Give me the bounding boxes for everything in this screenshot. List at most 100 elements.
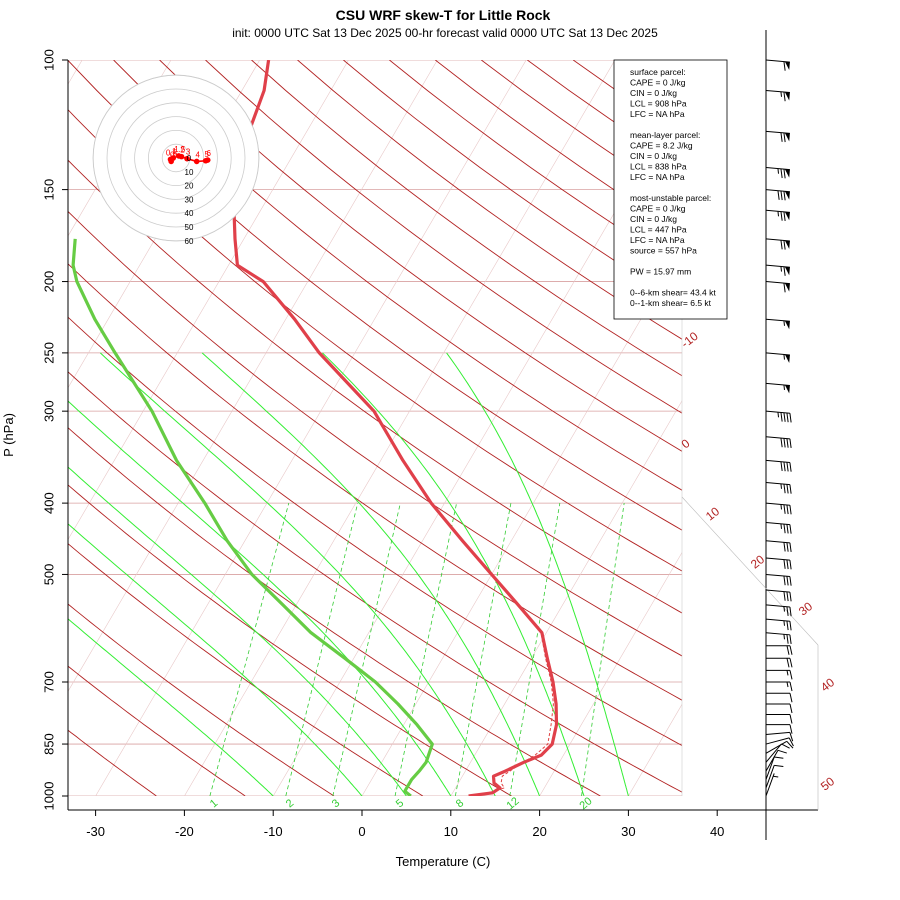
- y-tick-label: 100: [41, 49, 56, 71]
- wind-barb-pennant: [784, 283, 790, 292]
- mixing-ratio-line: [285, 503, 359, 796]
- dry-adiabat: [68, 371, 682, 793]
- wind-barb-flag: [786, 740, 794, 749]
- wind-barb: [765, 352, 790, 363]
- hodograph-ring-label: 60: [185, 237, 194, 246]
- dry-adiabat: [68, 543, 424, 796]
- wind-barb-flag: [788, 737, 794, 747]
- wind-barb-flag: [783, 240, 786, 250]
- hodograph-ring-label: 40: [185, 209, 194, 218]
- wind-barb-flag: [783, 559, 786, 569]
- hodograph-point-label: 3: [186, 148, 191, 157]
- wind-barb-flag: [783, 211, 786, 222]
- wind-barb-flag: [781, 743, 790, 749]
- wind-barb-pennant: [784, 61, 790, 71]
- wind-barb-staff: [765, 750, 779, 772]
- wind-barb-half-flag: [780, 91, 783, 97]
- mixing-ratio-label: 3: [330, 797, 342, 810]
- wind-barb-flag: [783, 504, 786, 514]
- x-tick-label: 20: [532, 824, 546, 839]
- y-tick-label: 1000: [41, 782, 56, 811]
- chart-title: CSU WRF skew-T for Little Rock: [336, 7, 551, 23]
- wind-barb-flag: [789, 438, 792, 449]
- wind-barb: [766, 724, 793, 734]
- wind-barb-half-flag: [783, 606, 785, 612]
- info-line: mean-layer parcel:: [630, 130, 700, 140]
- wind-barb-half-flag: [777, 211, 780, 217]
- wind-barb: [765, 318, 790, 330]
- wind-barb: [765, 436, 792, 449]
- wind-barb-flag: [789, 505, 792, 515]
- hodograph-point-label: 2: [180, 146, 185, 155]
- wind-barb-flag: [786, 462, 789, 472]
- wind-barb-flag: [789, 592, 792, 602]
- info-line: source = 557 hPa: [630, 246, 697, 256]
- mixing-ratio-line: [509, 503, 561, 796]
- wind-barb: [765, 756, 784, 780]
- hodograph-ring: [120, 102, 232, 214]
- wind-barb-half-flag: [777, 168, 780, 174]
- wind-barb-pennant: [784, 191, 790, 200]
- dry-adiabat: [68, 427, 601, 796]
- dry-adiabat: [159, 60, 682, 452]
- hodograph-center-label: 0: [187, 154, 192, 163]
- info-line: LFC = NA hPa: [630, 109, 685, 119]
- wind-barb: [765, 604, 792, 617]
- wind-barb: [765, 632, 792, 645]
- wind-barb-flag: [786, 484, 789, 494]
- mixing-ratio-label: 2: [284, 797, 296, 810]
- wind-barb-staff: [765, 318, 790, 322]
- wind-barb-staff: [765, 765, 775, 789]
- wind-barb-flag: [786, 606, 789, 616]
- hodograph-point: [204, 157, 211, 163]
- right-panel-border: [681, 496, 819, 646]
- info-line: CIN = 0 J/kg: [630, 88, 677, 98]
- wind-barb: [765, 573, 792, 586]
- moist-adiabat: [201, 352, 541, 796]
- wind-barb-pennant: [784, 169, 790, 178]
- x-tick-label: 30: [621, 824, 635, 839]
- wind-barb-flag: [789, 645, 793, 655]
- hodograph-point: [170, 155, 177, 161]
- x-tick-label: 10: [444, 824, 458, 839]
- wind-barb-half-flag: [780, 504, 783, 510]
- wind-barb-flag: [789, 634, 792, 645]
- wind-barb-half-flag: [780, 523, 783, 529]
- x-tick-label: -10: [264, 824, 283, 839]
- wind-barb-staff: [765, 540, 790, 544]
- hodograph-ring-label: 30: [185, 195, 194, 204]
- dry-adiabat: [68, 210, 682, 657]
- wind-barb-flag: [789, 413, 792, 423]
- wind-barb-staff: [765, 557, 790, 561]
- wind-barb-staff: [765, 502, 790, 506]
- wind-barb: [765, 459, 792, 472]
- y-tick-label: 150: [41, 179, 56, 201]
- hodograph-point-label: 0: [170, 150, 175, 159]
- wind-barb-flag: [783, 191, 786, 201]
- isotherm-line: [450, 400, 682, 796]
- isotherm-label: 40: [818, 675, 837, 694]
- wind-barb-flag: [783, 483, 786, 494]
- wind-barb-flag: [780, 461, 783, 471]
- wind-barb-flag: [783, 438, 786, 448]
- isotherm-label: 0: [679, 436, 693, 451]
- wind-barb-flag: [789, 576, 792, 586]
- wind-barb: [765, 737, 794, 747]
- wind-barb: [765, 521, 792, 534]
- info-line: 0--1-km shear= 6.5 kt: [630, 298, 712, 308]
- dry-adiabat: [68, 60, 682, 531]
- wind-barb: [765, 618, 792, 631]
- wind-barb: [766, 657, 793, 668]
- wind-barb: [765, 130, 790, 143]
- wind-barb-pennant: [784, 385, 790, 394]
- wind-barb-flag: [780, 168, 783, 179]
- wind-barb: [765, 773, 779, 797]
- wind-barb-flag: [783, 132, 786, 143]
- wind-barb: [766, 645, 793, 655]
- dry-adiabat: [205, 60, 682, 414]
- dry-adiabat: [68, 665, 246, 796]
- hodograph-ring-label: 10: [185, 168, 194, 177]
- hodograph-point-label: 5: [204, 150, 209, 159]
- info-line: LCL = 447 hPa: [630, 225, 687, 235]
